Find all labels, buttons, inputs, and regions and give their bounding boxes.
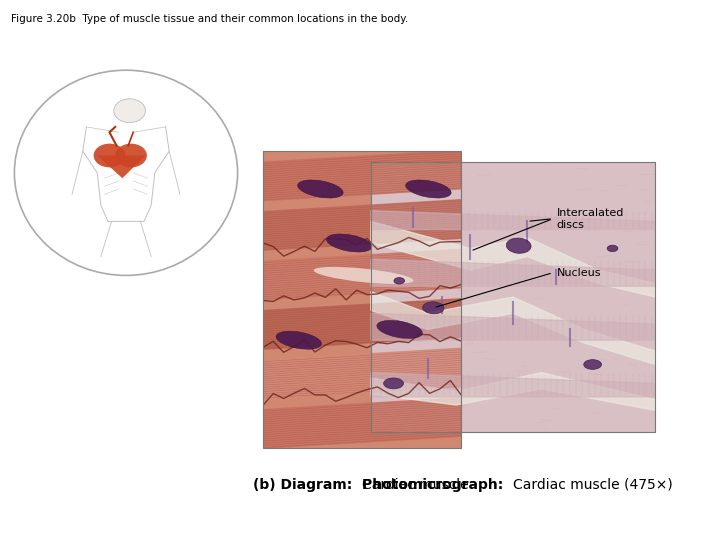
Ellipse shape [377,320,423,339]
Ellipse shape [584,360,601,369]
Text: Cardiac muscle (475×): Cardiac muscle (475×) [513,478,672,492]
Ellipse shape [326,234,372,252]
Text: Intercalated
discs: Intercalated discs [557,208,624,230]
Circle shape [115,144,147,167]
Polygon shape [263,200,461,250]
Polygon shape [371,259,655,286]
Polygon shape [263,101,461,151]
Polygon shape [371,211,655,229]
FancyBboxPatch shape [263,151,461,448]
Ellipse shape [405,180,451,198]
Polygon shape [263,249,461,300]
Ellipse shape [394,278,405,284]
Polygon shape [371,373,655,397]
Ellipse shape [423,302,444,314]
Polygon shape [371,292,655,364]
Polygon shape [371,221,655,297]
Polygon shape [263,299,461,349]
Polygon shape [263,398,461,448]
Ellipse shape [276,331,322,349]
Circle shape [94,144,125,167]
Polygon shape [97,156,145,178]
Text: Figure 3.20b  Type of muscle tissue and their common locations in the body.: Figure 3.20b Type of muscle tissue and t… [11,14,408,24]
Polygon shape [371,373,655,410]
Ellipse shape [14,70,238,275]
FancyBboxPatch shape [371,162,655,432]
Ellipse shape [314,267,413,284]
Text: Cardiac muscle: Cardiac muscle [361,478,469,492]
Ellipse shape [607,245,618,252]
Text: Photomicrograph:: Photomicrograph: [362,478,513,492]
Text: Nucleus: Nucleus [557,268,601,278]
Polygon shape [263,348,461,399]
Polygon shape [263,150,461,201]
Ellipse shape [297,180,343,198]
Ellipse shape [384,378,403,389]
Polygon shape [371,313,655,340]
Text: (b) Diagram:: (b) Diagram: [253,478,361,492]
Circle shape [114,99,145,123]
Ellipse shape [506,238,531,253]
